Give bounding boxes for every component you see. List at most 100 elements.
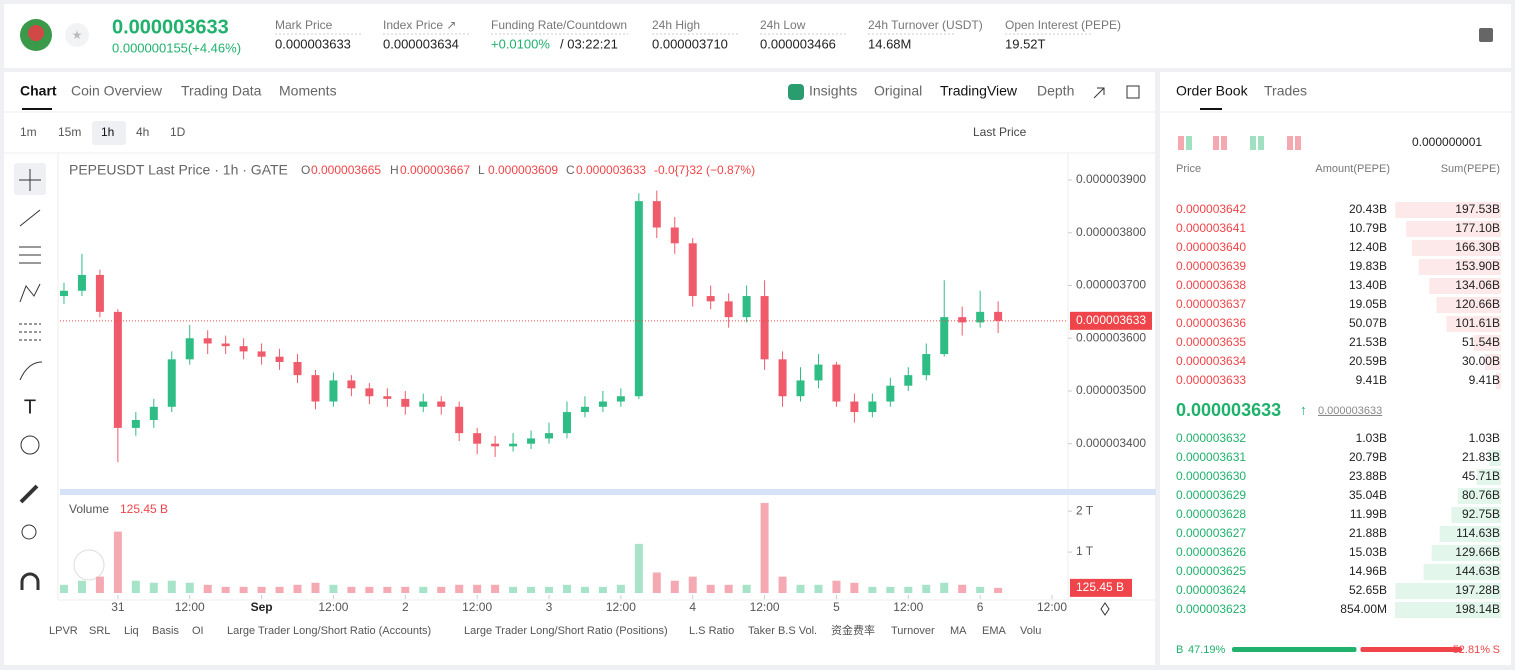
layout-icon[interactable] <box>1295 136 1301 150</box>
indicator[interactable]: Large Trader Long/Short Ratio (Positions… <box>464 625 668 637</box>
expand-icon[interactable] <box>1093 87 1105 99</box>
book-price[interactable]: 0.000003638 <box>1176 278 1246 292</box>
layout-icon[interactable] <box>1258 136 1264 150</box>
price-source[interactable]: Last Price <box>973 125 1027 139</box>
layout-icon[interactable] <box>1178 136 1184 150</box>
view-tab[interactable]: Insights <box>809 83 857 99</box>
book-price[interactable]: 0.000003639 <box>1176 259 1246 273</box>
volume-bar <box>203 584 212 593</box>
tv-logo[interactable] <box>73 549 105 581</box>
book-tab[interactable]: Order Book <box>1176 83 1249 99</box>
book-price[interactable]: 0.000003636 <box>1176 316 1246 330</box>
layout-icon[interactable] <box>1250 136 1256 150</box>
view-tab[interactable]: Depth <box>1037 83 1074 99</box>
favorite-star[interactable]: ★ <box>72 28 83 42</box>
indicator[interactable]: OI <box>192 625 204 637</box>
indicator[interactable]: Volu <box>1020 625 1041 637</box>
indicator[interactable]: 资金费率 <box>831 623 875 637</box>
volume-bar <box>491 584 500 593</box>
book-price[interactable]: 0.000003628 <box>1176 507 1246 521</box>
indicator[interactable]: LPVR <box>49 625 78 637</box>
view-tab[interactable]: Original <box>874 83 922 99</box>
view-tab[interactable]: TradingView <box>940 83 1018 99</box>
tool-line[interactable] <box>19 209 41 227</box>
tool-brush[interactable] <box>19 361 43 381</box>
book-sum: 197.53B <box>1455 202 1500 216</box>
book-price[interactable]: 0.000003641 <box>1176 221 1246 235</box>
indicator[interactable]: Turnover <box>891 625 935 637</box>
book-price[interactable]: 0.000003629 <box>1176 488 1246 502</box>
legend-title: PEPEUSDT Last Price · 1h · GATE <box>69 162 288 178</box>
depth-bar <box>1489 450 1501 466</box>
tool-text[interactable]: T <box>24 396 36 418</box>
x-tick-label: 31 <box>111 600 125 614</box>
book-price[interactable]: 0.000003625 <box>1176 564 1246 578</box>
insights-icon[interactable] <box>788 84 804 100</box>
book-tab[interactable]: Trades <box>1264 83 1307 99</box>
indicator[interactable]: EMA <box>982 625 1007 637</box>
indicator[interactable]: Large Trader Long/Short Ratio (Accounts) <box>227 625 431 637</box>
tool-crosshair-icon[interactable] <box>19 169 41 191</box>
tool-pattern[interactable] <box>19 283 41 303</box>
layout-icon[interactable] <box>1287 136 1293 150</box>
tool-channel[interactable] <box>19 246 41 264</box>
book-sum: 1.03B <box>1469 431 1500 445</box>
volume-bar <box>724 584 733 593</box>
book-price[interactable]: 0.000003633 <box>1176 373 1246 387</box>
interval[interactable]: 1h <box>101 125 114 139</box>
depth-bar <box>1406 221 1501 237</box>
tool-magnet[interactable] <box>20 572 40 590</box>
favorite[interactable] <box>65 23 89 47</box>
candle-body <box>473 433 482 444</box>
layout-icon[interactable] <box>1186 136 1192 150</box>
stat-label: Mark Price <box>275 18 333 32</box>
book-price[interactable]: 0.000003624 <box>1176 583 1246 597</box>
tool-ruler[interactable] <box>19 484 39 504</box>
precision[interactable]: 0.000000001 <box>1412 135 1482 149</box>
indicator[interactable]: L.S Ratio <box>689 625 734 637</box>
layout-icon[interactable] <box>1213 136 1219 150</box>
book-price[interactable]: 0.000003637 <box>1176 297 1246 311</box>
settings-gear[interactable] <box>1100 602 1110 616</box>
stat-label: Index Price ↗ <box>383 18 456 32</box>
book-price[interactable]: 0.000003640 <box>1176 240 1246 254</box>
volume-bar <box>850 582 859 593</box>
interval[interactable]: 4h <box>136 125 149 139</box>
indicator[interactable]: Liq <box>124 625 139 637</box>
chart-tab[interactable]: Chart <box>20 83 57 99</box>
interval[interactable]: 1D <box>170 125 186 139</box>
legend-value: 0.000003665 <box>311 163 381 177</box>
chart-tab[interactable]: Trading Data <box>181 83 262 99</box>
book-price[interactable]: 0.000003630 <box>1176 469 1246 483</box>
indicator[interactable]: SRL <box>89 625 110 637</box>
indicator[interactable]: Taker B.S Vol. <box>748 625 817 637</box>
book-price[interactable]: 0.000003626 <box>1176 545 1246 559</box>
volume-last-tag <box>1070 578 1132 597</box>
interval-active[interactable] <box>92 121 126 145</box>
book-price[interactable]: 0.000003631 <box>1176 450 1246 464</box>
book-price[interactable]: 0.000003642 <box>1176 202 1246 216</box>
interval[interactable]: 15m <box>58 125 81 139</box>
tool-emoji[interactable] <box>20 435 40 455</box>
layout-icon[interactable] <box>1221 136 1227 150</box>
book-price[interactable]: 0.000003635 <box>1176 335 1246 349</box>
volume-bar <box>868 586 877 593</box>
chart-panel <box>4 72 1155 665</box>
candle-body <box>616 396 625 402</box>
candle-body <box>760 296 769 360</box>
tool-zoom[interactable] <box>21 524 37 540</box>
book-price[interactable]: 0.000003627 <box>1176 526 1246 540</box>
indicator[interactable]: Basis <box>152 625 179 637</box>
x-tick-label: 12:00 <box>318 600 348 614</box>
book-price[interactable]: 0.000003623 <box>1176 602 1246 616</box>
interval[interactable]: 1m <box>20 125 37 139</box>
chart-tab[interactable]: Coin Overview <box>71 83 163 99</box>
indicator[interactable]: MA <box>950 625 967 637</box>
settings-icon[interactable] <box>1479 28 1493 42</box>
tool-fib[interactable] <box>19 323 41 341</box>
window-icon[interactable] <box>1126 85 1140 99</box>
book-price[interactable]: 0.000003634 <box>1176 354 1246 368</box>
chart-tab[interactable]: Moments <box>279 83 337 99</box>
book-price[interactable]: 0.000003632 <box>1176 431 1246 445</box>
